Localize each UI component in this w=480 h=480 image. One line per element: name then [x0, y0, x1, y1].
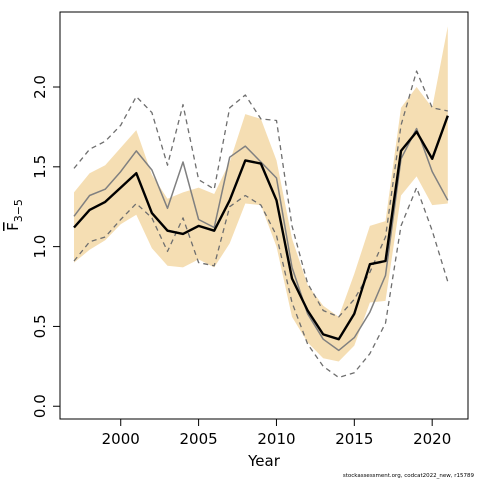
- svg-text:F3−5: F3−5: [4, 199, 25, 231]
- x-tick-label: 2020: [413, 430, 451, 448]
- confidence-band-layer: [74, 26, 448, 362]
- plot-frame: [59, 11, 469, 420]
- x-tick-label: 2010: [257, 430, 295, 448]
- y-axis-title-main: F: [4, 222, 22, 231]
- y-axis-title: F3−5: [4, 199, 25, 231]
- x-axis: 2000 2005 2010 2015 2020: [102, 419, 451, 448]
- x-tick-label: 2000: [102, 430, 140, 448]
- y-tick-label: 1.5: [31, 155, 49, 179]
- y-tick-label: 2.0: [31, 75, 49, 99]
- x-tick-label: 2015: [335, 430, 373, 448]
- y-tick-label: 0.5: [31, 314, 49, 338]
- estimate-line: [73, 115, 449, 341]
- confidence-band: [74, 26, 448, 362]
- retro-solid-line: [73, 127, 449, 352]
- y-axis: 0.0 0.5 1.0 1.5 2.0: [31, 75, 60, 418]
- x-tick-label: 2005: [180, 430, 218, 448]
- x-axis-title: Year: [247, 452, 281, 470]
- series-layer: [73, 70, 449, 379]
- source-footnote: stockassessment.org, codcat2022_new, r15…: [343, 473, 475, 479]
- y-tick-label: 0.0: [31, 394, 49, 418]
- retro-dashed-upper-line: [73, 70, 448, 318]
- y-tick-label: 1.0: [31, 235, 49, 259]
- retro-dashed-lower-line: [73, 186, 449, 379]
- y-axis-title-sub: 3−5: [12, 199, 25, 222]
